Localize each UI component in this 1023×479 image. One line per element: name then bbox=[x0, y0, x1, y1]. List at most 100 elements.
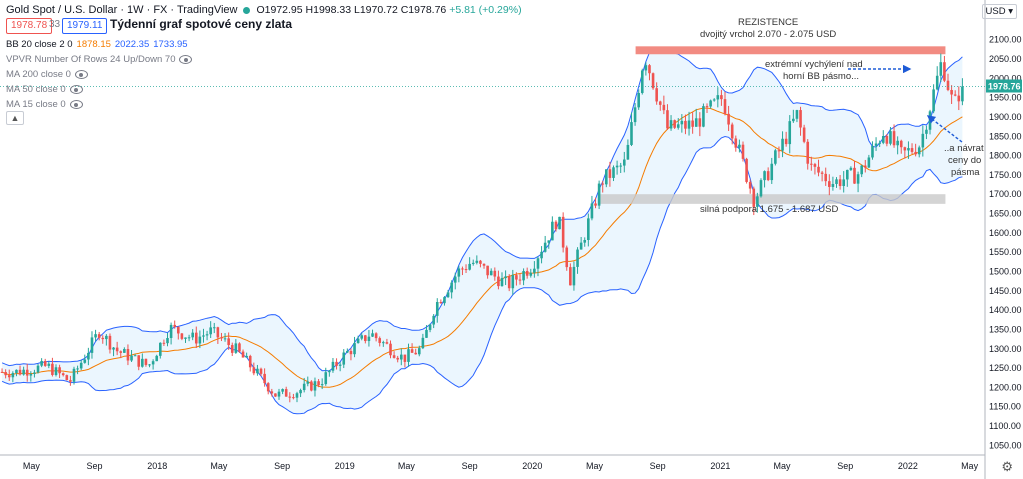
eye-icon[interactable] bbox=[74, 70, 88, 79]
candle-body bbox=[51, 363, 54, 375]
chart-header: Gold Spot / U.S. Dollar · 1W · FX · Trad… bbox=[6, 4, 522, 16]
candle-body bbox=[640, 70, 644, 94]
candle-body bbox=[842, 179, 845, 187]
candle-body bbox=[439, 301, 443, 304]
candle-body bbox=[54, 367, 58, 375]
candle-body bbox=[845, 169, 849, 180]
candle-body bbox=[853, 167, 856, 184]
chevron-up-icon[interactable]: ▲ bbox=[6, 111, 24, 125]
candle-body bbox=[87, 352, 90, 360]
candle-body bbox=[608, 169, 612, 178]
candle-body bbox=[119, 351, 123, 353]
candle-body bbox=[421, 337, 425, 349]
candle-body bbox=[292, 397, 295, 399]
candle-body bbox=[317, 381, 320, 386]
candle-body bbox=[187, 337, 191, 339]
candle-body bbox=[622, 159, 626, 166]
candle-body bbox=[799, 110, 802, 128]
candle-body bbox=[353, 343, 356, 355]
candle-body bbox=[590, 203, 594, 219]
candle-body bbox=[680, 120, 684, 125]
candle-body bbox=[245, 355, 248, 358]
indicator-ma15[interactable]: MA 15 close 0 bbox=[6, 99, 83, 110]
resistance-zone bbox=[635, 46, 946, 55]
candle-body bbox=[105, 335, 108, 340]
y-tick-label: 1550.00 bbox=[989, 247, 1022, 257]
eye-icon[interactable] bbox=[69, 85, 83, 94]
candle-body bbox=[705, 106, 709, 108]
indicator-vpvr[interactable]: VPVR Number Of Rows 24 Up/Down 70 bbox=[6, 54, 193, 65]
eye-icon[interactable] bbox=[69, 100, 83, 109]
candle-body bbox=[838, 179, 842, 187]
market-open-icon bbox=[243, 6, 251, 14]
y-tick-label: 1600.00 bbox=[989, 228, 1022, 238]
candle-body bbox=[648, 65, 651, 74]
x-tick-label: 2022 bbox=[898, 461, 918, 471]
indicator-ma50[interactable]: MA 50 close 0 bbox=[6, 84, 83, 95]
candle-body bbox=[770, 163, 774, 181]
candle-body bbox=[950, 89, 953, 95]
bb-lower-value: 1733.95 bbox=[153, 39, 188, 50]
x-tick-label: 2020 bbox=[522, 461, 542, 471]
eye-icon[interactable] bbox=[179, 55, 193, 64]
candle-body bbox=[144, 358, 148, 365]
symbol-label[interactable]: Gold Spot / U.S. Dollar · 1W · FX · Trad… bbox=[6, 4, 238, 16]
candle-body bbox=[123, 349, 126, 353]
candle-body bbox=[633, 107, 637, 123]
candle-body bbox=[475, 260, 479, 263]
candle-body bbox=[738, 144, 741, 148]
candle-body bbox=[497, 276, 500, 287]
candle-body bbox=[277, 391, 281, 397]
candle-body bbox=[446, 292, 450, 298]
indicator-bb[interactable]: BB 20 close 2 0 1878.15 2022.35 1733.95 bbox=[6, 39, 188, 50]
sell-price-badge[interactable]: 1978.78 bbox=[6, 18, 53, 34]
candle-body bbox=[108, 335, 112, 350]
candle-body bbox=[371, 333, 374, 337]
candle-body bbox=[730, 124, 734, 139]
candle-body bbox=[342, 352, 346, 365]
vpvr-label: VPVR Number Of Rows 24 Up/Down 70 bbox=[6, 54, 176, 65]
candle-body bbox=[115, 347, 119, 352]
gear-icon[interactable]: ⚙ bbox=[1001, 459, 1013, 474]
candle-body bbox=[313, 381, 317, 391]
candle-body bbox=[939, 62, 943, 76]
candle-body bbox=[903, 147, 907, 151]
candle-body bbox=[907, 148, 910, 151]
candle-body bbox=[417, 348, 421, 355]
candle-body bbox=[471, 262, 475, 264]
candle-body bbox=[943, 62, 946, 81]
bb-band-fill bbox=[2, 47, 963, 414]
candle-body bbox=[558, 216, 561, 230]
y-tick-label: 1350.00 bbox=[989, 324, 1022, 334]
candle-body bbox=[320, 384, 324, 386]
candle-body bbox=[828, 181, 831, 187]
candle-body bbox=[331, 361, 335, 371]
candle-body bbox=[112, 347, 115, 350]
candle-body bbox=[871, 145, 874, 158]
candle-body bbox=[795, 110, 799, 119]
candle-body bbox=[594, 203, 597, 206]
candle-body bbox=[284, 389, 288, 397]
candle-body bbox=[716, 95, 720, 100]
candle-body bbox=[428, 324, 432, 330]
support-label: silná podpora 1.675 - 1.687 USD bbox=[700, 204, 839, 215]
candle-body bbox=[712, 99, 716, 101]
bb-lower-line bbox=[1, 135, 963, 415]
candle-body bbox=[788, 121, 792, 145]
y-tick-label: 1750.00 bbox=[989, 170, 1022, 180]
candle-body bbox=[223, 338, 227, 340]
candle-body bbox=[407, 349, 410, 362]
last-price-tag bbox=[986, 79, 1022, 93]
candle-body bbox=[310, 381, 313, 391]
candle-body bbox=[76, 368, 79, 370]
candle-body bbox=[601, 183, 605, 185]
candle-body bbox=[910, 148, 914, 152]
candle-body bbox=[651, 73, 655, 89]
candle-body bbox=[130, 355, 133, 361]
currency-button[interactable]: USD ▾ bbox=[981, 4, 1017, 19]
indicator-ma200[interactable]: MA 200 close 0 bbox=[6, 69, 88, 80]
candle-body bbox=[874, 143, 878, 146]
buy-price-badge[interactable]: 1979.11 bbox=[62, 18, 108, 34]
candle-body bbox=[259, 368, 263, 374]
